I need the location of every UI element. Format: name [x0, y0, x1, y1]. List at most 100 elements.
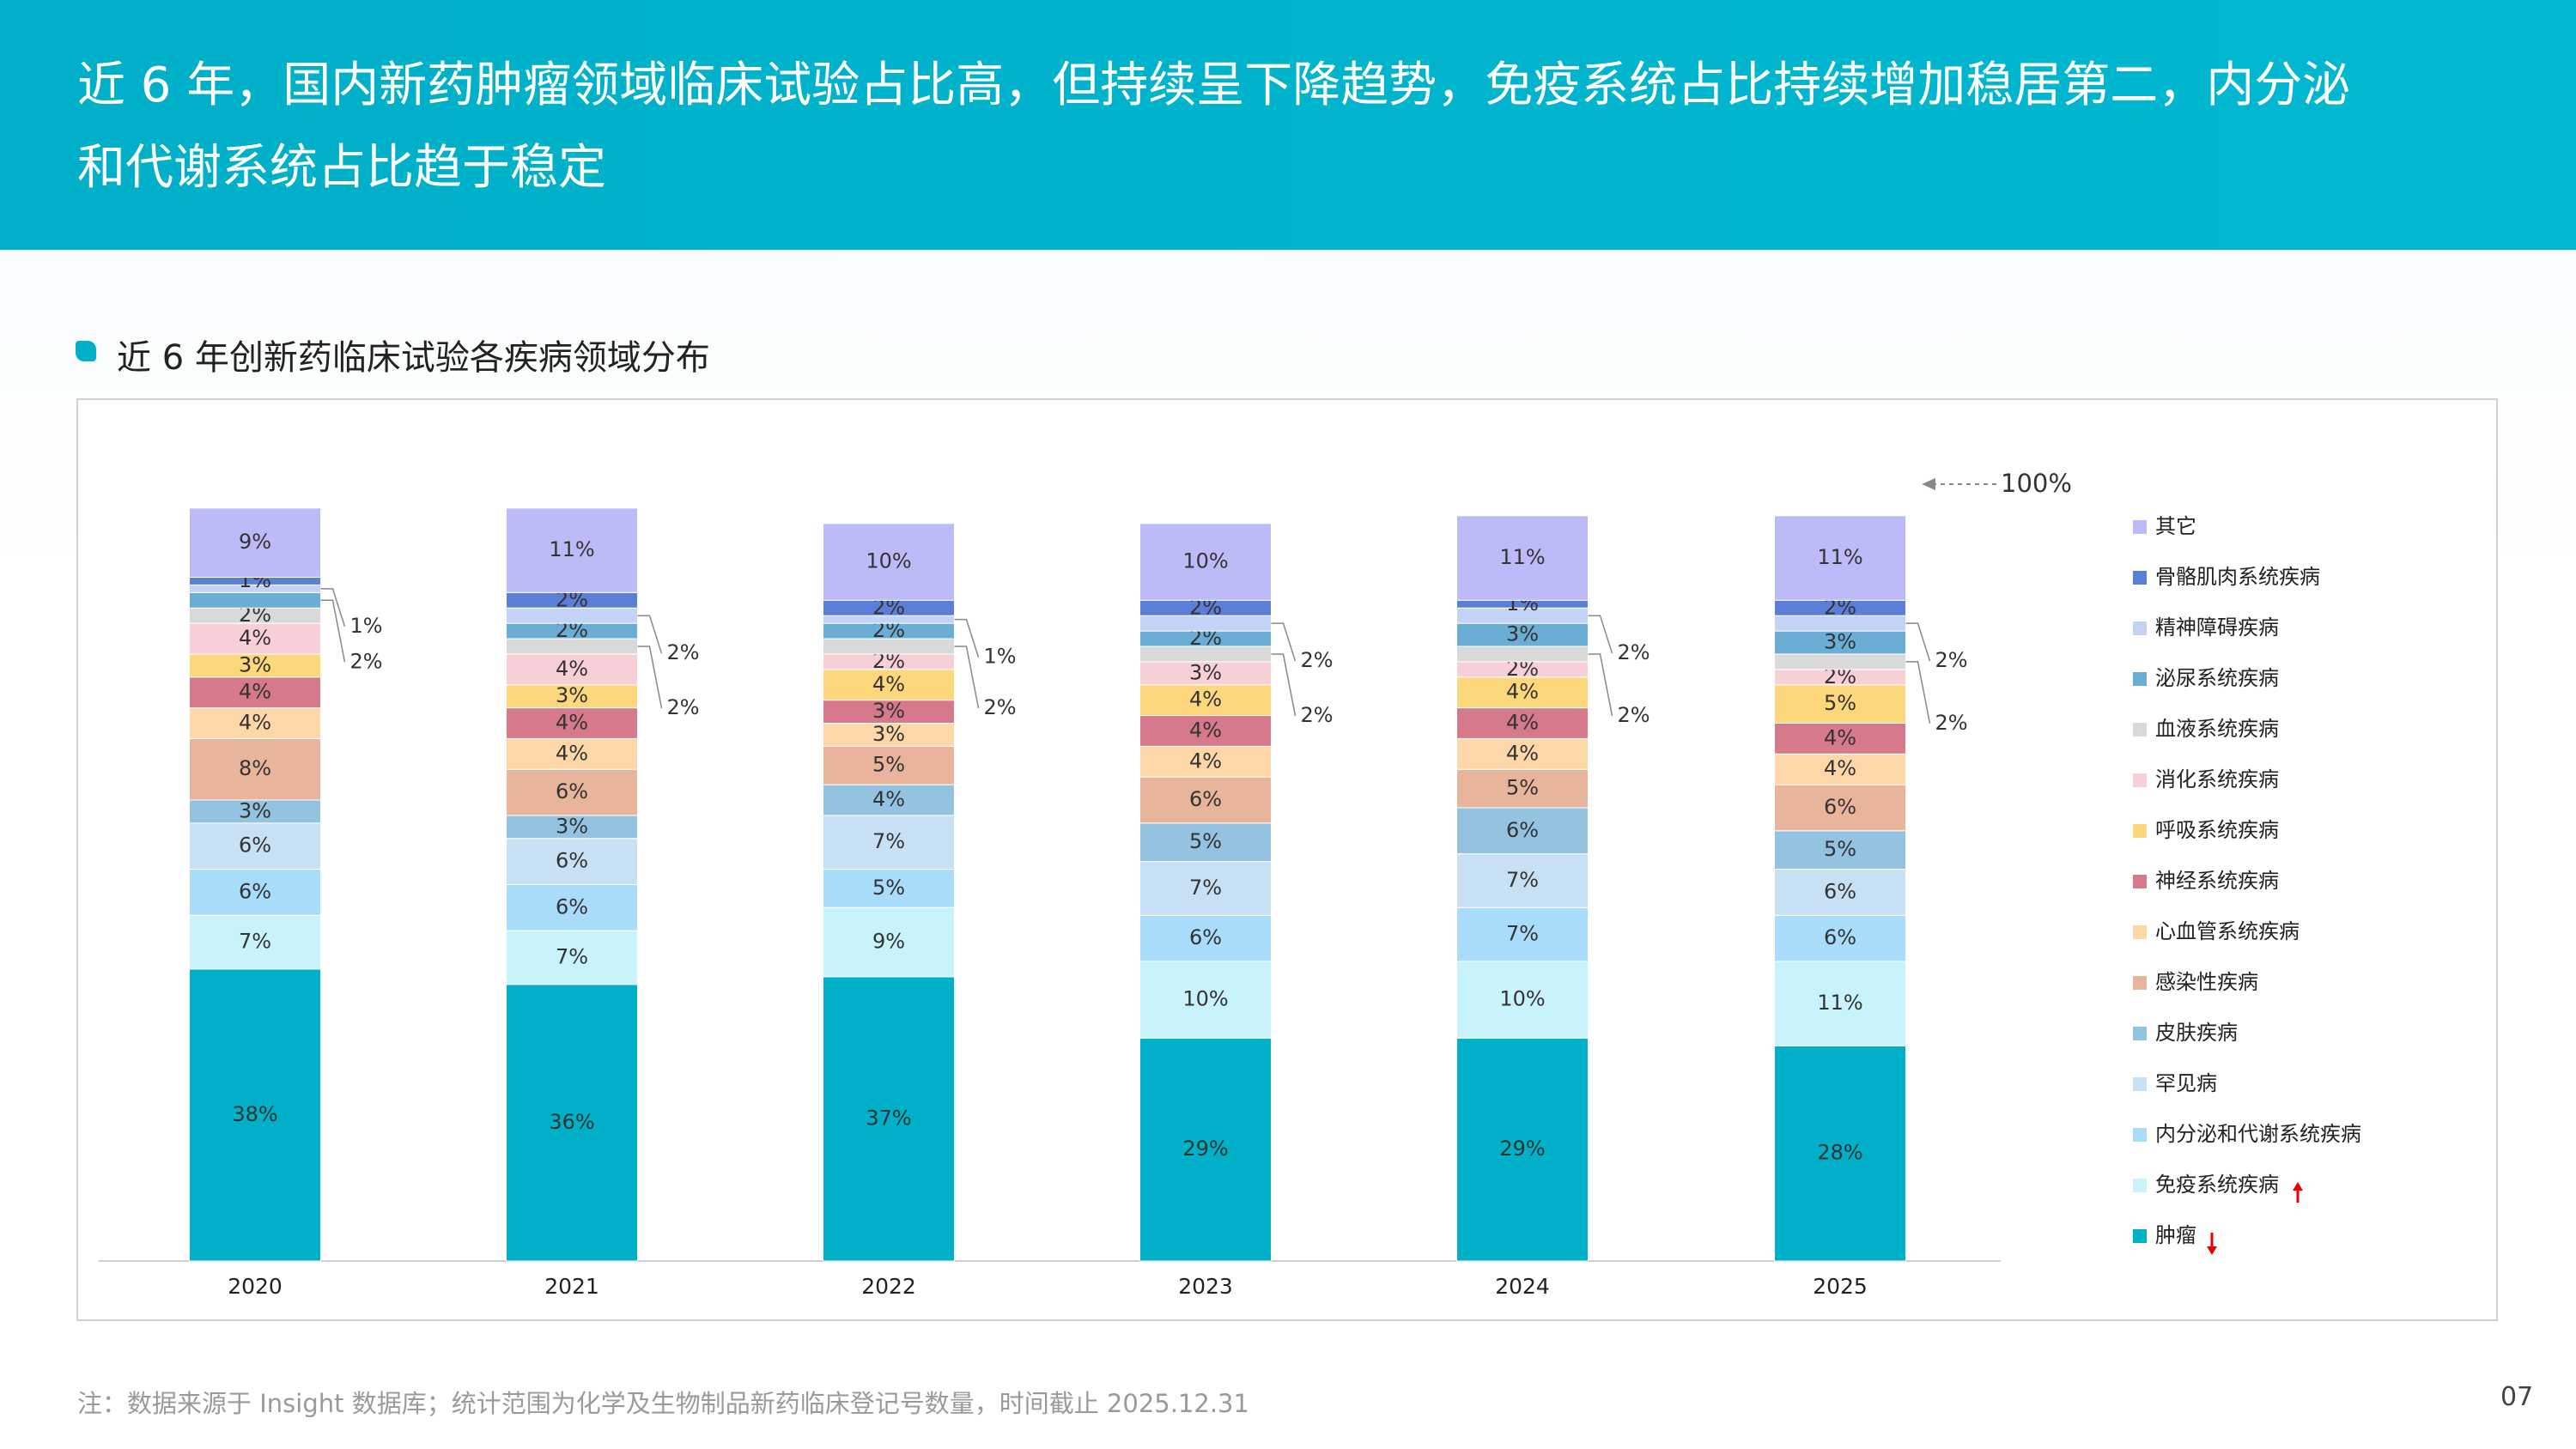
data-label: 4%	[239, 626, 271, 650]
data-label: 5%	[1189, 829, 1222, 853]
bar-segment	[189, 622, 321, 655]
legend-label: 精神障碍疾病	[2155, 615, 2279, 640]
bar-segment	[1139, 822, 1272, 863]
data-label: 36%	[549, 1110, 594, 1134]
callout-line	[1588, 615, 1613, 654]
bar-segment	[506, 815, 638, 840]
header-title: 近 6 年，国内新药肿瘤领域临床试验占比高，但持续呈下降趋势，免疫系统占比持续增…	[77, 58, 2351, 196]
bar-segment	[1774, 653, 1906, 670]
callout-line	[1588, 653, 1613, 717]
data-label: 2%	[667, 695, 700, 719]
x-tick-label: 2023	[1178, 1274, 1233, 1299]
legend-label: 皮肤疾病	[2155, 1021, 2238, 1045]
x-tick-label: 2024	[1495, 1274, 1550, 1299]
data-label: 2%	[350, 649, 383, 673]
bar-segment	[189, 591, 321, 609]
data-label: 10%	[1499, 987, 1545, 1011]
data-label: 7%	[556, 944, 588, 968]
chart-frame	[76, 398, 2498, 1321]
data-label: 4%	[872, 787, 905, 811]
x-tick-label: 2022	[861, 1274, 916, 1299]
data-label: 6%	[556, 894, 588, 919]
x-tick-label: 2021	[544, 1274, 599, 1299]
data-label: 11%	[1499, 545, 1545, 569]
data-label: 10%	[1182, 549, 1228, 573]
bar-segment	[506, 838, 638, 885]
data-label: 6%	[556, 849, 588, 873]
data-label: 6%	[1189, 787, 1222, 811]
bar-segment	[1774, 961, 1906, 1046]
bar-segment	[1774, 869, 1906, 916]
data-label: 5%	[872, 876, 905, 900]
data-label: 4%	[556, 657, 588, 681]
bar-segment	[1774, 684, 1906, 724]
bar-segment	[1139, 523, 1272, 601]
data-label: 2%	[1301, 703, 1334, 727]
bar-segment	[1774, 515, 1906, 601]
bar-segment	[1139, 715, 1272, 747]
page-number: 07	[2500, 1382, 2534, 1412]
legend-swatch	[2133, 1128, 2147, 1142]
bar-segment	[506, 768, 638, 816]
legend-label: 罕见病	[2155, 1071, 2217, 1095]
data-label: 3%	[1189, 660, 1222, 684]
bar-segment	[823, 723, 955, 747]
data-label: 28%	[1817, 1141, 1862, 1165]
trend-arrow-head	[2207, 1246, 2217, 1255]
data-label: 6%	[239, 834, 271, 858]
data-label: 2%	[1618, 703, 1650, 727]
bar-segment	[823, 906, 955, 978]
data-label: 5%	[1824, 691, 1856, 715]
data-label: 9%	[239, 530, 271, 554]
legend-label: 消化系统疾病	[2155, 767, 2279, 791]
bar-segment	[189, 869, 321, 916]
data-label: 4%	[556, 711, 588, 735]
legend-label: 感染性疾病	[2155, 970, 2258, 994]
data-label: 4%	[1189, 688, 1222, 712]
callout-line	[1271, 622, 1297, 662]
annotation-arrow	[1922, 478, 1935, 490]
header-band: 近 6 年，国内新药肿瘤领域临床试验占比高，但持续呈下降趋势，免疫系统占比持续增…	[0, 0, 2576, 250]
bar-segment	[1139, 861, 1272, 916]
data-label: 29%	[1182, 1137, 1228, 1161]
bar-segment	[1139, 684, 1272, 717]
data-label: 2%	[1301, 648, 1334, 672]
callout-line	[1905, 661, 1931, 724]
data-label: 6%	[1189, 925, 1222, 949]
data-label: 4%	[1506, 680, 1539, 704]
data-label: 4%	[1189, 749, 1222, 773]
data-label: 3%	[556, 814, 588, 838]
bar-segment	[189, 676, 321, 709]
subtitle-icon	[76, 341, 96, 361]
legend-label: 血液系统疾病	[2155, 717, 2279, 741]
data-label: 9%	[872, 930, 905, 954]
data-label: 37%	[866, 1106, 911, 1130]
bar-segment	[1456, 707, 1589, 739]
data-label: 29%	[1499, 1137, 1545, 1161]
data-label: 5%	[1824, 837, 1856, 861]
data-label: 3%	[239, 652, 271, 676]
data-label: 4%	[1506, 741, 1539, 765]
legend-swatch	[2133, 621, 2147, 635]
data-label: 3%	[1506, 622, 1539, 646]
bar-segment	[823, 784, 955, 816]
trend-arrow-head	[2293, 1182, 2303, 1191]
data-label: 5%	[1506, 776, 1539, 800]
callout-line	[1905, 622, 1931, 662]
bar-segment	[1139, 914, 1272, 962]
legend-swatch	[2133, 1077, 2147, 1091]
legend-label: 神经系统疾病	[2155, 869, 2279, 893]
bar-segment	[1139, 961, 1272, 1039]
data-label: 3%	[872, 699, 905, 723]
callout-line	[954, 646, 980, 709]
legend-swatch	[2133, 1229, 2147, 1243]
legend-label: 泌尿系统疾病	[2155, 666, 2279, 690]
legend-swatch	[2133, 723, 2147, 737]
data-label: 4%	[872, 672, 905, 696]
legend-swatch	[2133, 520, 2147, 534]
bar-segment	[506, 984, 638, 1262]
legend-label: 心血管系统疾病	[2155, 919, 2300, 943]
data-label: 6%	[1824, 925, 1856, 949]
data-label: 6%	[1824, 879, 1856, 903]
